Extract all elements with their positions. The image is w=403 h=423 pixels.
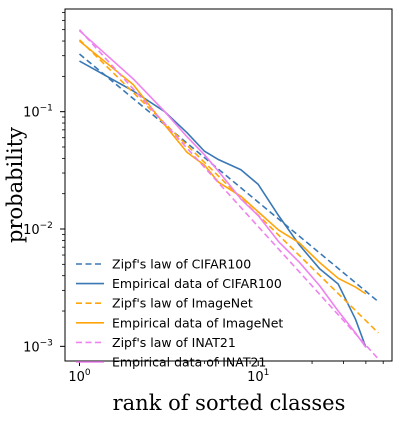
series-line-4: [78, 29, 379, 360]
x-axis-label: rank of sorted classes: [113, 391, 346, 415]
legend-label-3: Empirical data of ImageNet: [112, 315, 283, 330]
legend-label-4: Zipf's law of INAT21: [112, 335, 236, 350]
plot-frame: [64, 8, 393, 362]
legend-label-0: Zipf's law of CIFAR100: [112, 257, 251, 272]
legend-label-5: Empirical data of INAT21: [112, 355, 266, 370]
legend: Zipf's law of CIFAR100 Empirical data of …: [76, 257, 283, 370]
legend-label-2: Zipf's law of ImageNet: [112, 296, 253, 311]
legend-label-1: Empirical data of CIFAR100: [112, 276, 282, 291]
series-line-3: [78, 40, 367, 295]
series-line-2: [78, 39, 379, 334]
series-line-5: [78, 30, 367, 348]
series-layer: [78, 29, 379, 360]
y-axis-label: probability: [3, 127, 27, 243]
series-line-0: [78, 53, 379, 303]
